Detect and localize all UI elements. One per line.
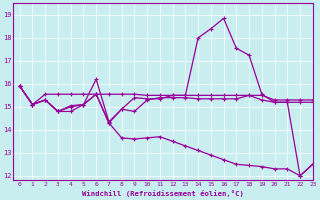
X-axis label: Windchill (Refroidissement éolien,°C): Windchill (Refroidissement éolien,°C) [82,190,244,197]
